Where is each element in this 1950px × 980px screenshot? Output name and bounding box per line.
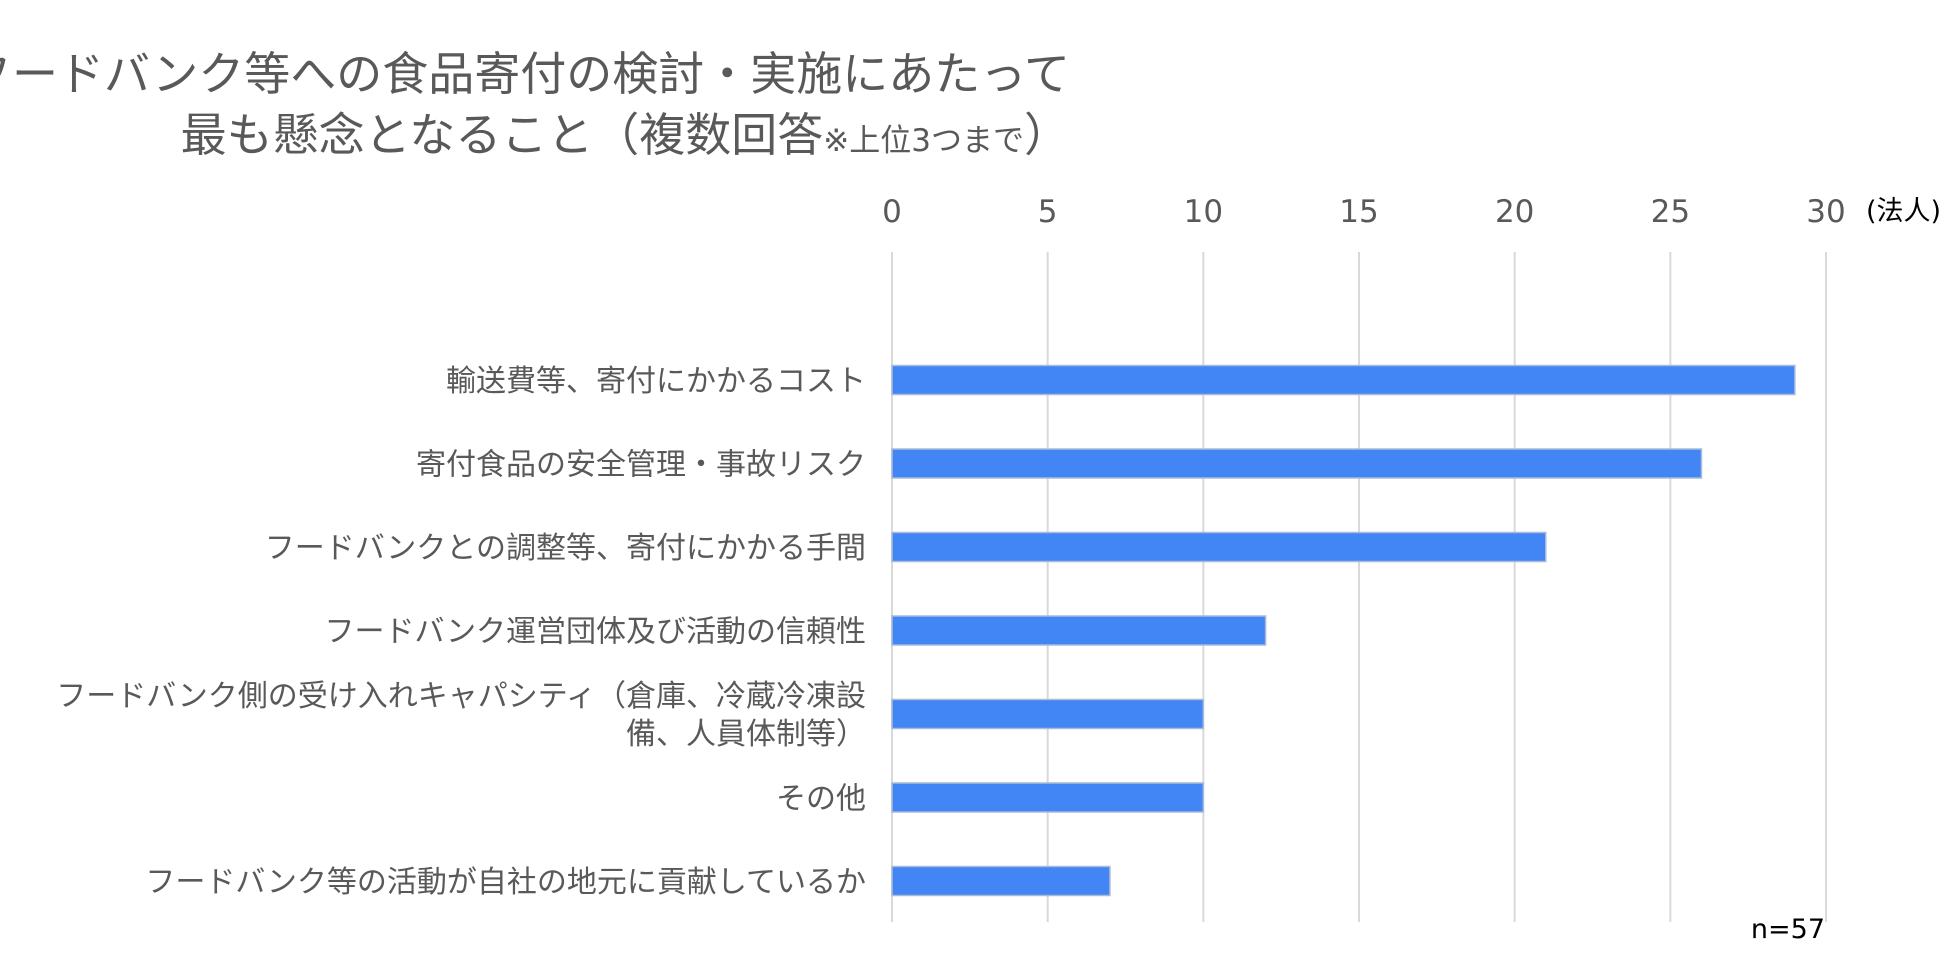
x-axis-unit-label: (法人)	[1866, 196, 1941, 227]
x-tick-label: 10	[1184, 194, 1223, 230]
chart-title-note: ※上位3つまで	[823, 123, 1024, 159]
x-tick-label: 5	[1038, 194, 1058, 230]
category-label-line: フードバンクとの調整等、寄付にかかる手間	[265, 531, 866, 566]
gridlines	[891, 252, 1827, 922]
bar	[891, 615, 1267, 646]
category-label-line: フードバンク運営団体及び活動の信頼性	[325, 615, 867, 650]
x-tick-label: 25	[1651, 194, 1690, 230]
bar	[891, 531, 1547, 563]
category-labels: 輸送費等、寄付にかかるコスト寄付食品の安全管理・事故リスクフードバンクとの調整等…	[56, 364, 866, 900]
bar	[891, 364, 1796, 396]
bars	[891, 364, 1796, 897]
chart-title-line2-main: 最も懸念となること（複数回答	[181, 108, 824, 162]
category-label-line: フードバンク等の活動が自社の地元に貢献しているか	[145, 865, 866, 900]
x-axis-ticks: 0 5 10 15 20 25 30	[882, 194, 1846, 230]
x-tick-label: 20	[1495, 194, 1534, 230]
x-tick-label: 30	[1806, 194, 1845, 230]
chart-title-line1: フードバンク等への食品寄付の検討・実施にあたって	[0, 47, 1070, 101]
bar	[891, 698, 1205, 730]
category-label-line: その他	[776, 782, 866, 817]
chart-title-line2: 最も懸念となること（複数回答※上位3つまで）	[181, 108, 1070, 162]
sample-size-note: n=57	[1751, 914, 1825, 945]
category-label: 寄付食品の安全管理・事故リスク	[416, 448, 866, 483]
category-label-line: 備、人員体制等）	[626, 717, 866, 752]
chart-title-close: ）	[1024, 108, 1070, 162]
bar	[891, 782, 1205, 813]
category-label-line: フードバンク側の受け入れキャパシティ（倉庫、冷蔵冷凍設	[56, 679, 866, 714]
bar	[891, 448, 1703, 479]
bar	[891, 865, 1111, 897]
category-label: フードバンク運営団体及び活動の信頼性	[325, 615, 867, 650]
category-label-line: 寄付食品の安全管理・事故リスク	[416, 448, 866, 483]
category-label: フードバンクとの調整等、寄付にかかる手間	[265, 531, 866, 566]
category-label-line: 輸送費等、寄付にかかるコスト	[446, 364, 866, 399]
category-label: その他	[776, 782, 866, 817]
category-label: 輸送費等、寄付にかかるコスト	[446, 364, 866, 399]
category-label: フードバンク等の活動が自社の地元に貢献しているか	[145, 865, 866, 900]
x-tick-label: 15	[1339, 194, 1378, 230]
category-label: フードバンク側の受け入れキャパシティ（倉庫、冷蔵冷凍設備、人員体制等）	[56, 679, 866, 752]
x-tick-label: 0	[882, 194, 902, 230]
